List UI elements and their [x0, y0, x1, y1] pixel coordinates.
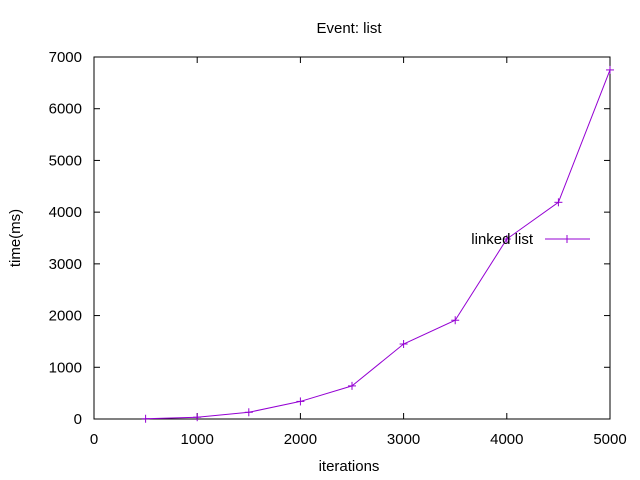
legend-label-linked-list: linked list [471, 231, 534, 248]
data-point-marker [348, 381, 356, 390]
series-line-linked-list [145, 69, 611, 420]
y-axis-label: time(ms) [7, 209, 24, 267]
data-point-marker [451, 316, 460, 325]
x-tick-label: 0 [90, 431, 98, 448]
y-tick-label: 3000 [49, 256, 82, 273]
legend-marker [563, 235, 571, 243]
x-tick-label: 2000 [284, 431, 317, 448]
y-tick-label: 7000 [49, 49, 82, 66]
y-tick-label: 5000 [49, 152, 82, 169]
data-point-marker [141, 414, 150, 423]
x-tick-label: 1000 [181, 431, 214, 448]
data-point-marker [399, 340, 408, 349]
chart-title: Event: list [316, 20, 382, 37]
plot-area-frame [93, 56, 611, 420]
x-tick-label: 5000 [593, 431, 626, 448]
x-axis-label: iterations [319, 458, 380, 475]
y-tick-label: 6000 [49, 101, 82, 118]
data-point-marker [554, 198, 563, 207]
y-tick-label: 2000 [49, 308, 82, 325]
y-tick-label: 0 [74, 411, 82, 428]
data-point-marker [606, 65, 614, 74]
y-tick-label: 1000 [49, 359, 82, 376]
data-point-marker [244, 408, 253, 417]
y-tick-label: 4000 [49, 204, 82, 221]
data-point-marker [193, 413, 202, 422]
x-tick-label: 4000 [490, 431, 523, 448]
data-point-marker [502, 235, 511, 244]
legend: linked list [471, 231, 590, 248]
data-point-marker [296, 397, 305, 406]
x-tick-label: 3000 [387, 431, 420, 448]
